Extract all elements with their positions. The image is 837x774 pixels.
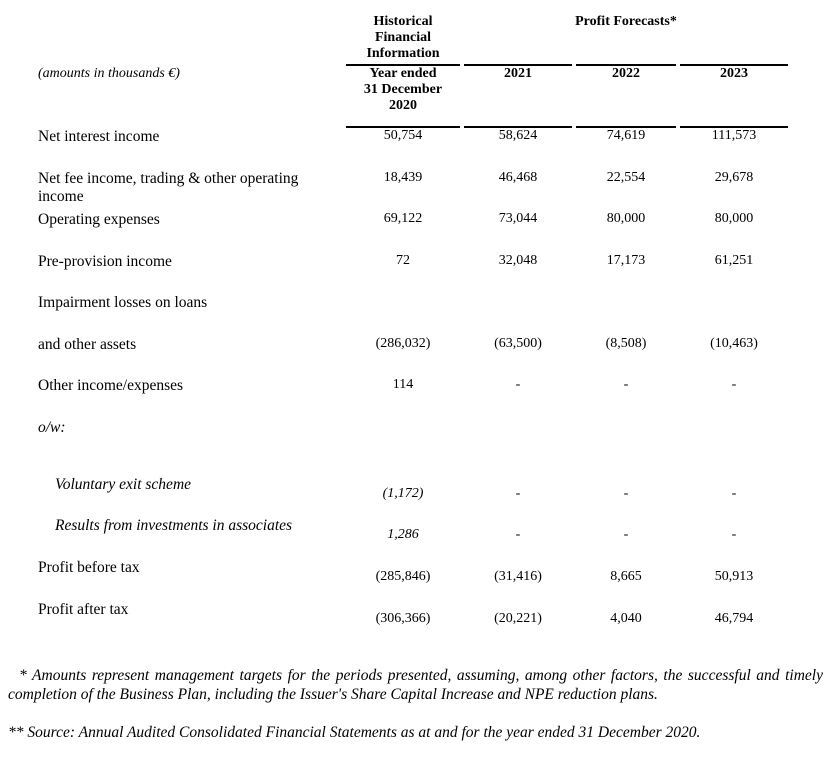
row-label: o/w: [38,418,66,436]
value-cell: 17,173 [606,252,646,268]
column-header-2021: 2021 [504,66,532,81]
table-row-impairment-losses: Impairment losses on loans [38,294,788,336]
value-cell [576,419,676,476]
table-row-voluntary-exit-scheme: Voluntary exit scheme (1,172) - - - [38,476,788,518]
row-label: Operating expenses [38,211,160,228]
value-cell: - [515,377,521,392]
row-label: Net interest income [38,128,160,145]
rule-segment [464,64,572,66]
value-cell [464,294,572,336]
value-cell: 4,040 [610,611,642,626]
rule-segment [346,64,460,66]
value-cell [576,294,676,336]
value-cell: 61,251 [714,252,754,268]
value-cell: 1,286 [387,527,419,542]
table-row-other-income-expenses: Other income/expenses 114 - - - [38,377,788,419]
value-cell: 114 [392,377,414,392]
value-cell: - [623,527,629,542]
value-cell: 50,913 [714,568,754,584]
row-label: Profit after tax [38,601,129,618]
empty-corner-cell [38,14,342,64]
table-row-operating-expenses: Operating expenses 69,122 73,044 80,000 … [38,211,788,253]
value-cell: (10,463) [710,335,758,351]
value-cell: (31,416) [494,568,542,584]
rule-segment [576,64,676,66]
row-label: Other income/expenses [38,377,184,394]
value-cell: 29,678 [714,169,754,185]
rule-segment [464,126,572,128]
row-label: Pre-provision income [38,252,172,270]
profit-forecast-table: Historical Financial Information Profit … [34,14,792,644]
column-header-row: (amounts in thousands €) Year ended 31 D… [38,66,788,126]
value-cell: 80,000 [606,211,646,226]
financial-table-section: Historical Financial Information Profit … [34,14,837,644]
value-cell: (1,172) [382,485,424,501]
value-cell: - [731,485,737,501]
header-rule-bottom [38,126,788,128]
footnotes-section: * Amounts represent management targets f… [8,666,823,742]
group-header-historical: Historical Financial Information [366,14,440,61]
column-header-2020: Year ended 31 December 2020 [363,66,443,113]
column-header-2022: 2022 [612,66,640,81]
value-cell: - [623,377,629,392]
value-cell: - [515,485,521,501]
value-cell [346,294,460,336]
table-row-net-fee-income: Net fee income, trading & other operatin… [38,170,788,212]
value-cell: 80,000 [714,211,754,226]
value-cell: (306,366) [375,611,431,626]
table-row-profit-before-tax: Profit before tax (285,846) (31,416) 8,6… [38,559,788,602]
units-note: (amounts in thousands €) [38,66,180,81]
table-row-and-other-assets: and other assets (286,032) (63,500) (8,5… [38,336,788,378]
value-cell: 8,665 [610,568,642,584]
row-label: Profit before tax [38,558,140,576]
row-label: Results from investments in associates [55,517,293,534]
value-cell: 22,554 [606,169,646,185]
value-cell: 46,794 [714,611,754,626]
footnote-targets-assumption: * Amounts represent management targets f… [8,666,823,703]
group-header-row: Historical Financial Information Profit … [38,14,788,64]
value-cell: - [623,485,629,501]
table-row-results-from-investments: Results from investments in associates 1… [38,517,788,559]
table-row-pre-provision-income: Pre-provision income 72 32,048 17,173 61… [38,253,788,295]
value-cell: 18,439 [383,169,423,185]
rule-segment [346,126,460,128]
value-cell [346,419,460,476]
header-rule-top [38,64,788,66]
value-cell: 46,468 [498,169,538,185]
value-cell: 74,619 [606,128,646,143]
value-cell: 32,048 [498,252,538,268]
value-cell: - [515,527,521,542]
column-header-2023: 2023 [720,66,748,81]
row-label: and other assets [38,335,137,353]
value-cell [680,419,788,476]
rule-segment [680,64,788,66]
footnote-source: ** Source: Annual Audited Consolidated F… [8,723,701,741]
value-cell: 72 [396,252,410,268]
value-cell: (286,032) [375,335,431,351]
rule-segment [576,126,676,128]
row-label: Voluntary exit scheme [55,475,192,493]
rule-segment [680,126,788,128]
value-cell: - [731,527,737,542]
value-cell: 50,754 [383,128,423,143]
group-header-profit-forecasts: Profit Forecasts* [575,14,677,29]
value-cell: 111,573 [711,128,757,143]
value-cell: (285,846) [375,568,431,584]
value-cell: (8,508) [605,335,647,351]
value-cell [680,294,788,336]
value-cell: 58,624 [498,128,538,143]
value-cell: (20,221) [494,611,542,626]
value-cell [464,419,572,476]
table-row-net-interest-income: Net interest income 50,754 58,624 74,619… [38,128,788,170]
value-cell: 73,044 [498,211,538,226]
row-label: Impairment losses on loans [38,294,208,311]
value-cell: (63,500) [494,335,542,351]
table-row-profit-after-tax: Profit after tax (306,366) (20,221) 4,04… [38,601,788,644]
value-cell: - [731,377,737,392]
row-label: Net fee income, trading & other operatin… [38,169,299,205]
table-row-ow: o/w: [38,419,788,476]
value-cell: 69,122 [383,211,423,226]
